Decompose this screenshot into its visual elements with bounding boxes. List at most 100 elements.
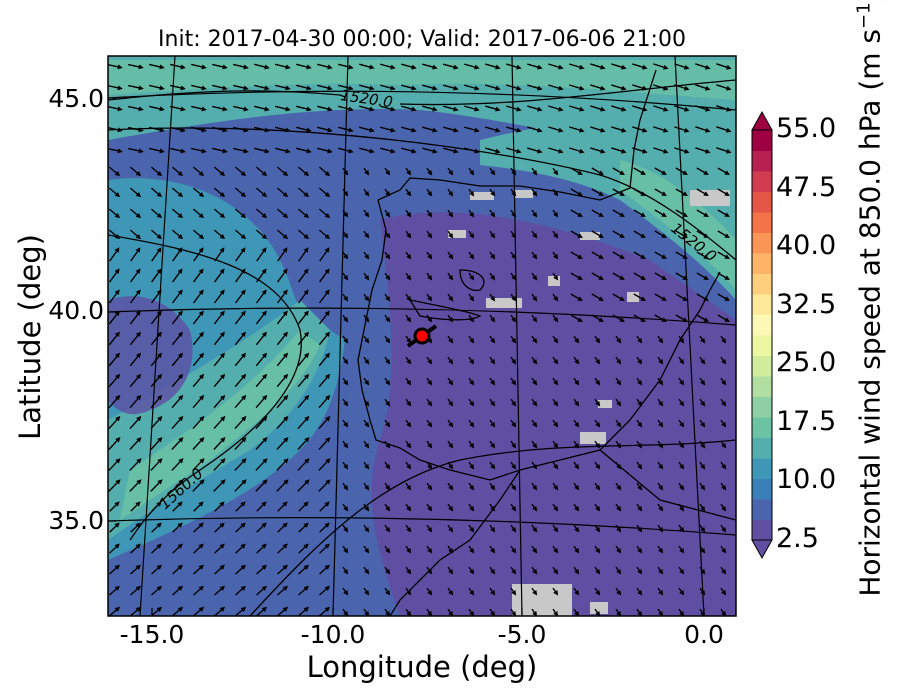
wind-vector-head: [240, 501, 246, 507]
wind-vector-head: [306, 64, 312, 70]
wind-vector-head: [532, 610, 538, 616]
wind-vector-head: [135, 289, 141, 295]
wind-vector-head: [511, 316, 517, 323]
wind-vector-head: [136, 415, 142, 422]
wind-vector-head: [240, 234, 247, 240]
wind-vector-head: [324, 501, 330, 507]
wind-vector-head: [261, 606, 268, 612]
wind-vector-head: [198, 310, 204, 316]
wind-vector-head: [469, 610, 475, 616]
wind-vector-head: [159, 64, 165, 70]
wind-vector-head: [240, 352, 247, 359]
colorbar-tick-label: 10.0: [776, 464, 837, 496]
wind-vector-head: [135, 192, 142, 198]
wind-vector-head: [138, 106, 144, 112]
wind-vector-head: [369, 148, 375, 154]
xtick-minus5: -5.0: [497, 620, 547, 649]
wind-vector-head: [511, 253, 517, 260]
wind-vector-head: [156, 606, 163, 612]
selected-point-marker[interactable]: [413, 327, 431, 345]
wind-vector-head: [406, 337, 412, 344]
wind-vector-head: [705, 127, 711, 133]
wind-vector-head: [324, 247, 330, 253]
wind-vector-head: [282, 585, 289, 591]
wind-vector-head: [537, 106, 543, 112]
wind-vector-head: [721, 358, 727, 365]
wind-vector-head: [684, 64, 690, 70]
wind-vector-head: [219, 501, 225, 507]
wind-vector-head: [553, 463, 559, 470]
wind-vector-head: [679, 505, 685, 512]
wind-vector-head: [640, 317, 646, 322]
wind-vector-head: [574, 442, 580, 449]
wind-vector-head: [640, 296, 646, 301]
wind-vector-head: [364, 589, 370, 596]
wind-vector-head: [157, 415, 163, 422]
wind-vector-head: [684, 85, 690, 91]
wind-vector-head: [469, 295, 475, 302]
wind-vector-head: [240, 522, 246, 528]
wind-vector-head: [642, 148, 648, 154]
contour-1520-east: [108, 127, 736, 261]
wind-weak-interior: [371, 212, 736, 616]
wind-vector-head: [495, 148, 501, 154]
wind-vector-head: [579, 85, 585, 91]
wind-vector-head: [511, 442, 517, 449]
wind-vector-head: [264, 85, 270, 91]
wind-vector-head: [178, 415, 184, 422]
wind-vector-head: [304, 415, 310, 422]
wind-vector-head: [574, 400, 580, 407]
wind-vector-head: [619, 170, 625, 175]
wind-vector-head: [532, 337, 538, 344]
wind-vector-head: [532, 421, 538, 428]
wind-vector-head: [448, 568, 454, 575]
colorbar-tick-label: 55.0: [776, 113, 837, 144]
wind-vector-head: [448, 400, 454, 407]
wind-vector-head: [156, 501, 162, 507]
wind-vector-head: [285, 148, 291, 154]
wind-vector-head: [283, 415, 289, 422]
wind-vector-head: [469, 526, 475, 533]
wind-vector-head: [682, 275, 688, 280]
wind-vector-head: [343, 442, 349, 449]
colorbar-tick-label: 25.0: [776, 347, 837, 379]
wind-vector-head: [532, 568, 538, 575]
wind-vector-head: [201, 127, 207, 133]
wind-vector-head: [682, 317, 688, 322]
wind-vector-head: [282, 606, 289, 612]
wind-vector-head: [282, 289, 288, 295]
wind-vector-head: [679, 610, 685, 616]
wind-vector-head: [532, 442, 538, 449]
y-axis-label: Latitude (deg): [13, 234, 47, 440]
wind-vector-head: [282, 268, 288, 274]
wind-vector-head: [642, 64, 648, 70]
wind-vector-head: [135, 331, 141, 338]
wind-vector-head: [135, 352, 142, 359]
wind-vector-head: [241, 458, 247, 464]
wind-vector-head: [385, 547, 391, 554]
wind-vector-head: [156, 247, 162, 253]
wind-vector-head: [325, 415, 331, 422]
wind-vector-head: [385, 589, 391, 596]
wind-vector-head: [427, 316, 433, 323]
wind-vector-head: [700, 379, 706, 386]
wind-vector-head: [682, 254, 688, 259]
wind-vector-head: [640, 212, 646, 217]
wind-vector-head: [726, 106, 732, 112]
wind-vector-head: [219, 522, 225, 528]
wind-vector-head: [532, 211, 538, 218]
wind-vector-head: [262, 415, 268, 422]
wind-vector-head: [432, 106, 438, 112]
wind-vector-head: [637, 526, 643, 533]
wind-vector-head: [406, 253, 412, 260]
wind-vector-head: [343, 169, 349, 176]
wind-vector-head: [198, 331, 204, 338]
wind-vector-head: [135, 373, 142, 380]
wind-vector-head: [558, 148, 564, 154]
wind-vector-head: [474, 64, 480, 70]
wind-vector-head: [574, 610, 580, 616]
wind-vector-head: [721, 463, 727, 470]
wind-vector-head: [261, 373, 268, 380]
wind-vector-head: [579, 127, 585, 133]
wind-vector-head: [201, 148, 207, 154]
